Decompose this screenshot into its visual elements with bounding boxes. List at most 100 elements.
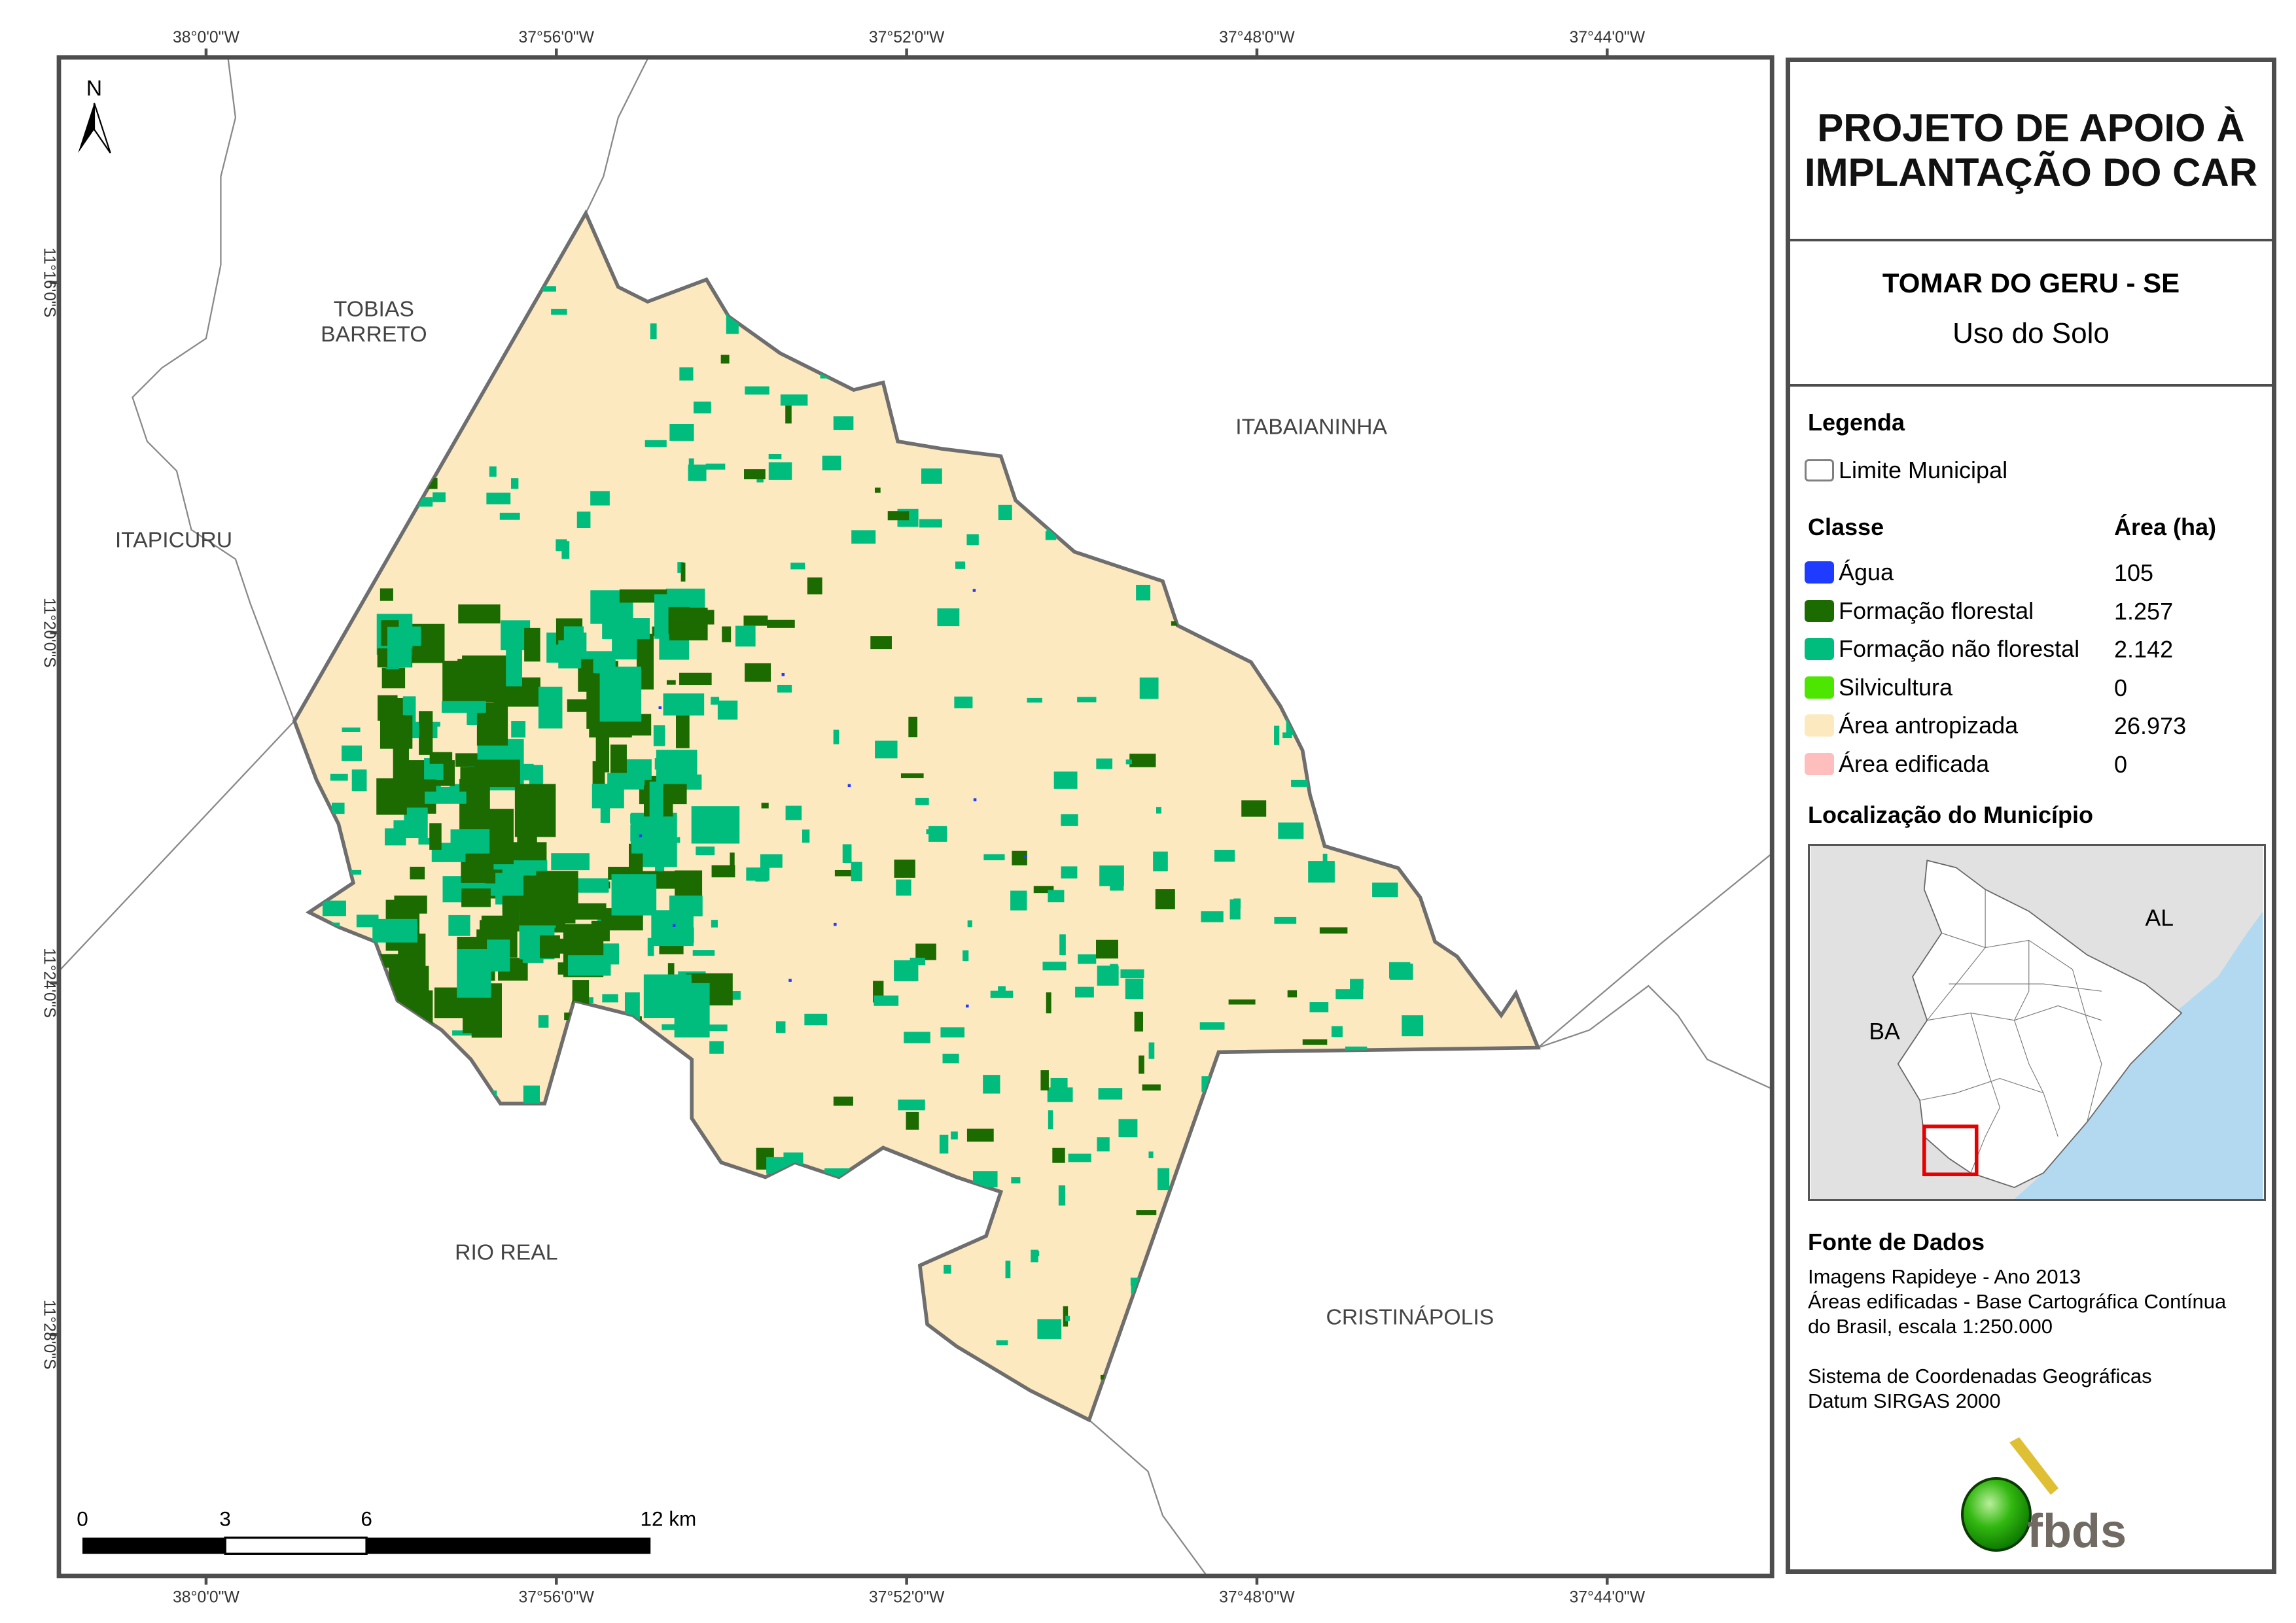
land-cover-patch — [743, 615, 768, 626]
land-cover-patch — [711, 920, 718, 928]
land-cover-patch — [1271, 220, 1293, 233]
municipality-location-marker — [1922, 1125, 1979, 1176]
land-cover-patch — [551, 309, 567, 315]
land-cover-patch — [406, 1268, 417, 1288]
land-cover-patch — [610, 744, 627, 778]
land-cover-patch — [1430, 1244, 1457, 1254]
label-itapicuru: ITAPICURU — [115, 528, 232, 553]
land-cover-patch — [1457, 339, 1481, 351]
land-cover-patch — [1465, 326, 1470, 338]
left-tick-label: 11°16'0"S — [41, 247, 58, 317]
land-cover-patch — [1372, 882, 1398, 898]
land-cover-patch — [807, 577, 822, 595]
land-cover-patch — [1340, 1185, 1364, 1204]
land-cover-patch — [485, 1278, 509, 1288]
land-cover-patch — [425, 792, 467, 804]
land-cover-patch — [711, 865, 735, 878]
land-cover-patch — [496, 873, 523, 896]
land-cover-patch — [431, 370, 459, 376]
land-cover-patch — [1401, 228, 1428, 237]
land-cover-patch — [785, 401, 792, 424]
land-cover-patch — [730, 852, 735, 867]
land-cover-patch — [500, 312, 511, 329]
land-cover-patch — [767, 620, 795, 628]
land-cover-patch — [1228, 999, 1256, 1005]
land-cover-patch — [894, 860, 915, 878]
class-swatch — [1805, 561, 1834, 584]
land-cover-patch — [1157, 1344, 1174, 1360]
legend-heading: Legenda — [1808, 409, 1905, 436]
land-cover-patch — [1315, 1273, 1322, 1284]
land-cover-patch — [597, 1384, 624, 1397]
land-cover-patch — [1054, 262, 1069, 270]
land-cover-patch — [896, 879, 911, 896]
land-cover-patch — [1077, 697, 1097, 703]
land-cover-patch — [1156, 807, 1161, 814]
land-cover-patch — [1289, 1314, 1298, 1331]
land-cover-patch — [1413, 445, 1438, 460]
land-cover-patch — [450, 784, 467, 789]
land-cover-patch — [1098, 1088, 1123, 1100]
land-cover-patch — [313, 294, 327, 312]
land-cover-patch — [1034, 485, 1053, 495]
land-cover-patch — [1042, 962, 1067, 971]
land-cover-patch — [1031, 1249, 1038, 1263]
land-cover-patch — [457, 949, 491, 998]
land-cover-patch — [540, 1123, 547, 1130]
land-cover-patch — [397, 274, 410, 283]
class-swatch — [1805, 714, 1834, 737]
land-cover-patch — [845, 311, 870, 328]
land-cover-patch — [688, 458, 694, 466]
land-cover-patch — [851, 530, 876, 544]
land-cover-patch — [847, 784, 851, 788]
land-cover-patch — [780, 394, 808, 406]
land-cover-patch — [1052, 1147, 1065, 1163]
land-cover-patch — [1319, 927, 1348, 934]
land-cover-patch — [768, 462, 792, 480]
land-cover-patch — [620, 270, 645, 282]
land-cover-patch — [1409, 249, 1435, 263]
legend-class-row: Área edificada — [1805, 750, 1989, 777]
land-cover-patch — [1294, 671, 1303, 688]
land-cover-patch — [325, 1117, 344, 1135]
land-cover-patch — [1173, 1381, 1183, 1395]
land-cover-patch — [410, 478, 438, 489]
land-cover-patch — [1453, 1257, 1478, 1276]
land-cover-patch — [1466, 401, 1483, 417]
land-cover-patch — [297, 863, 314, 870]
land-cover-patch — [1336, 478, 1345, 499]
land-cover-patch — [1188, 245, 1201, 260]
land-cover-patch — [380, 588, 393, 601]
land-cover-patch — [910, 957, 925, 966]
land-cover-patch — [1382, 1334, 1398, 1350]
land-cover-patch — [998, 986, 1006, 998]
land-cover-patch — [808, 316, 828, 338]
graticule-ticks: 38°0'0"W 38°0'0"W 37°56'0"W 37°56'0"W 37°52'… — [41, 29, 1646, 1606]
land-cover-patch — [376, 778, 407, 815]
land-cover-patch — [1287, 1298, 1314, 1315]
land-cover-patch — [511, 478, 519, 489]
land-cover-patch — [578, 659, 593, 692]
land-cover-patch — [1050, 1077, 1068, 1093]
land-cover-patch — [1405, 222, 1413, 234]
land-cover-patch — [881, 349, 891, 357]
class-area: 0 — [2114, 674, 2128, 701]
land-cover-patch — [1142, 1084, 1161, 1091]
land-cover-patch — [1096, 439, 1123, 460]
land-cover-patch — [1106, 476, 1125, 496]
land-cover-patch — [760, 854, 783, 868]
land-cover-patch — [798, 1354, 822, 1376]
land-cover-patch — [658, 706, 662, 710]
fbds-logo: fbds — [1961, 1437, 2127, 1558]
land-cover-patch — [1395, 1227, 1417, 1237]
land-cover-patch — [1221, 595, 1235, 616]
land-cover-patch — [485, 1119, 502, 1141]
left-tick-label: 11°20'0"S — [41, 598, 58, 668]
land-cover-patch — [571, 878, 609, 893]
land-cover-patch — [306, 933, 333, 941]
class-swatch — [1805, 752, 1834, 775]
land-cover-patch — [720, 355, 730, 364]
land-cover-patch — [1075, 986, 1094, 998]
land-cover-patch — [1129, 556, 1150, 567]
